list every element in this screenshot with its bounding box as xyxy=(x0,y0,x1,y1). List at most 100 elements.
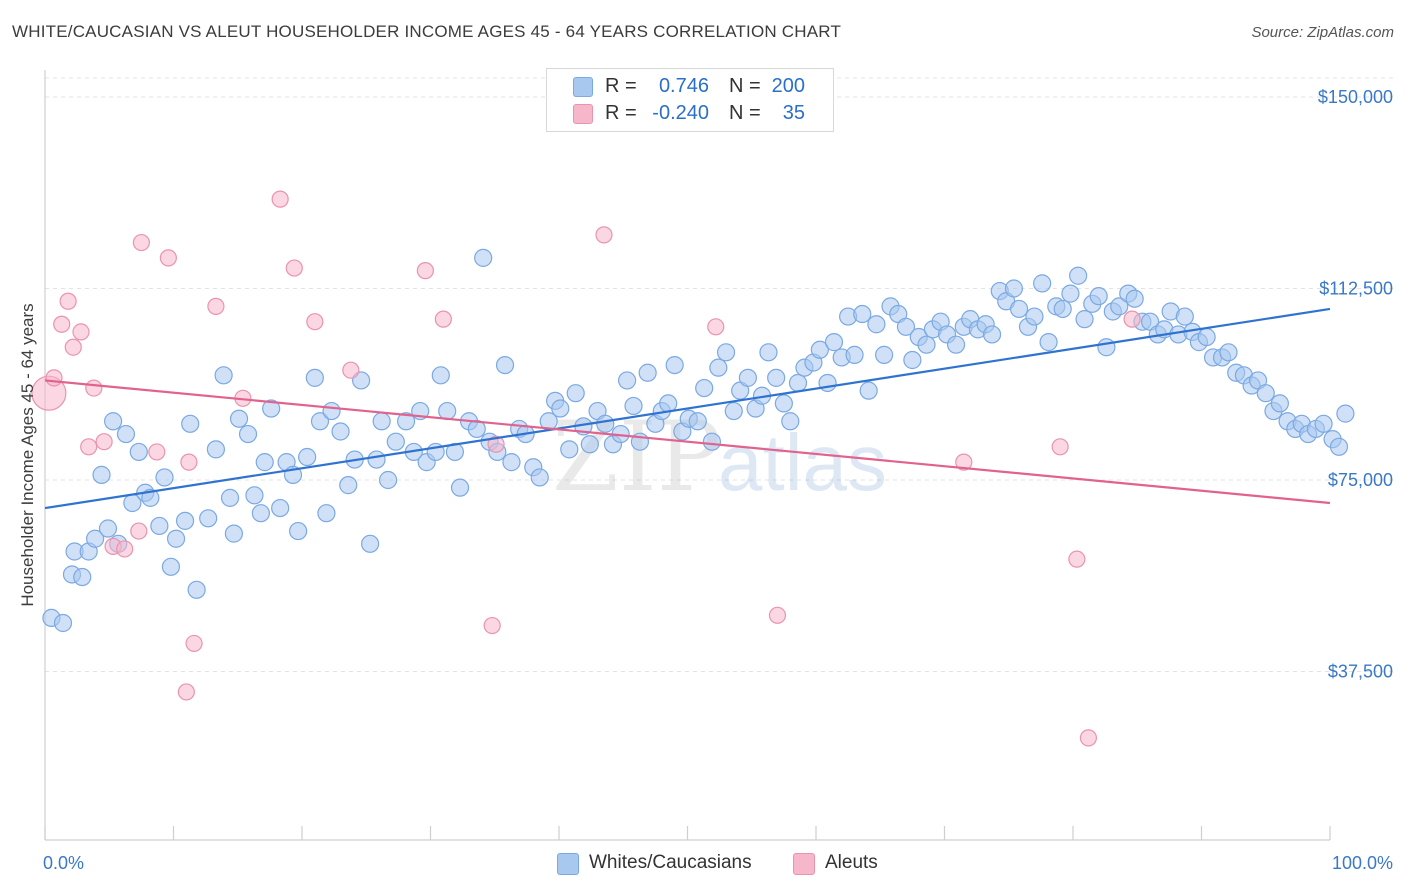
point-aleuts xyxy=(595,226,613,244)
point-whites xyxy=(1219,343,1238,362)
point-whites xyxy=(1039,333,1058,352)
point-whites xyxy=(1175,307,1194,326)
point-whites xyxy=(1033,274,1052,293)
point-whites xyxy=(724,401,743,421)
point-aleuts xyxy=(132,233,150,252)
x-axis-ticks xyxy=(44,826,1331,840)
point-whites xyxy=(141,488,160,507)
legend-n-label: N = xyxy=(729,75,761,97)
legend-r-label: R = xyxy=(605,102,637,124)
point-whites xyxy=(738,368,757,387)
bottom-legend-label: Whites/Caucasians xyxy=(589,852,752,873)
trend-line-aleuts xyxy=(44,379,1331,505)
point-whites xyxy=(92,465,111,484)
point-whites xyxy=(245,486,264,505)
point-whites xyxy=(1125,289,1144,308)
point-aleuts xyxy=(768,606,787,624)
point-whites xyxy=(129,442,148,462)
point-whites xyxy=(810,340,829,359)
series-whites-points xyxy=(42,248,1355,633)
point-whites xyxy=(73,567,92,587)
point-whites xyxy=(618,371,637,390)
point-whites xyxy=(396,412,416,431)
point-whites xyxy=(199,509,218,528)
point-aleuts xyxy=(116,540,134,558)
point-whites xyxy=(445,442,465,462)
point-whites xyxy=(339,476,358,495)
y-tick-label: $150,000 xyxy=(1318,87,1393,107)
point-aleuts xyxy=(342,361,360,379)
point-aleuts xyxy=(53,315,71,333)
point-whites xyxy=(224,524,243,543)
point-aleuts xyxy=(72,323,90,341)
point-whites xyxy=(867,315,886,334)
point-whites xyxy=(271,498,290,518)
point-whites xyxy=(361,534,380,553)
legend-swatch-pink xyxy=(573,104,593,124)
point-aleuts xyxy=(306,313,324,331)
point-whites xyxy=(665,356,684,375)
point-whites xyxy=(638,363,657,382)
watermark-atlas: atlas xyxy=(718,418,887,507)
point-whites xyxy=(251,504,270,523)
point-whites xyxy=(1025,307,1044,326)
point-whites xyxy=(229,409,249,428)
point-whites xyxy=(788,373,808,393)
point-whites xyxy=(474,248,493,267)
point-whites xyxy=(181,414,200,433)
point-whites xyxy=(53,613,73,633)
point-whites xyxy=(1329,437,1349,456)
point-whites xyxy=(378,470,398,490)
point-whites xyxy=(1110,297,1129,316)
point-whites xyxy=(1089,287,1108,306)
point-aleuts xyxy=(487,435,505,453)
x-tick-label-max: 100.0% xyxy=(1332,853,1393,873)
point-aleuts xyxy=(1068,550,1086,568)
point-whites xyxy=(1197,327,1216,347)
point-whites xyxy=(104,412,123,431)
point-whites xyxy=(702,432,722,451)
point-aleuts xyxy=(148,443,166,461)
point-whites xyxy=(1097,338,1116,357)
bottom-legend-aleuts: Aleuts xyxy=(793,850,913,878)
point-whites xyxy=(1075,310,1094,329)
point-whites xyxy=(150,516,169,536)
point-whites xyxy=(155,468,174,487)
point-whites xyxy=(367,450,386,469)
bottom-legend-whites: Whites/Caucasians xyxy=(557,850,777,878)
point-whites xyxy=(709,358,728,377)
point-whites xyxy=(551,399,570,418)
point-whites xyxy=(580,435,599,454)
y-axis-tick-labels: $37,500 $75,000 $112,500 $150,000 xyxy=(1318,87,1393,682)
point-whites xyxy=(310,412,330,431)
point-whites xyxy=(331,422,350,441)
point-whites xyxy=(98,519,118,538)
point-aleuts xyxy=(85,379,103,397)
point-whites xyxy=(1061,284,1080,303)
bottom-legend-label: Aleuts xyxy=(825,852,878,873)
bottom-legend-swatch-blue xyxy=(557,853,579,875)
point-whites xyxy=(166,529,186,548)
point-whites xyxy=(1069,266,1088,285)
point-whites xyxy=(530,468,549,487)
x-tick-label-min: 0.0% xyxy=(43,853,84,873)
point-whites xyxy=(1314,414,1333,433)
y-tick-label: $37,500 xyxy=(1328,662,1393,682)
point-whites xyxy=(774,394,793,413)
point-whites xyxy=(759,343,778,362)
point-aleuts xyxy=(95,433,113,451)
legend-r-value: -0.240 xyxy=(652,102,709,124)
point-aleuts xyxy=(416,262,434,280)
point-aleuts xyxy=(285,259,303,277)
point-whites xyxy=(206,440,226,459)
correlation-legend: R = 0.746 N = 200 R = -0.240 N = 35 xyxy=(546,68,834,132)
point-whites xyxy=(214,366,233,385)
point-whites xyxy=(560,440,579,459)
point-whites xyxy=(824,333,844,352)
point-whites xyxy=(917,335,936,354)
point-whites xyxy=(431,366,450,385)
point-aleuts xyxy=(1079,729,1098,747)
point-whites xyxy=(903,350,922,370)
point-whites xyxy=(695,378,714,398)
point-aleuts xyxy=(185,634,203,653)
